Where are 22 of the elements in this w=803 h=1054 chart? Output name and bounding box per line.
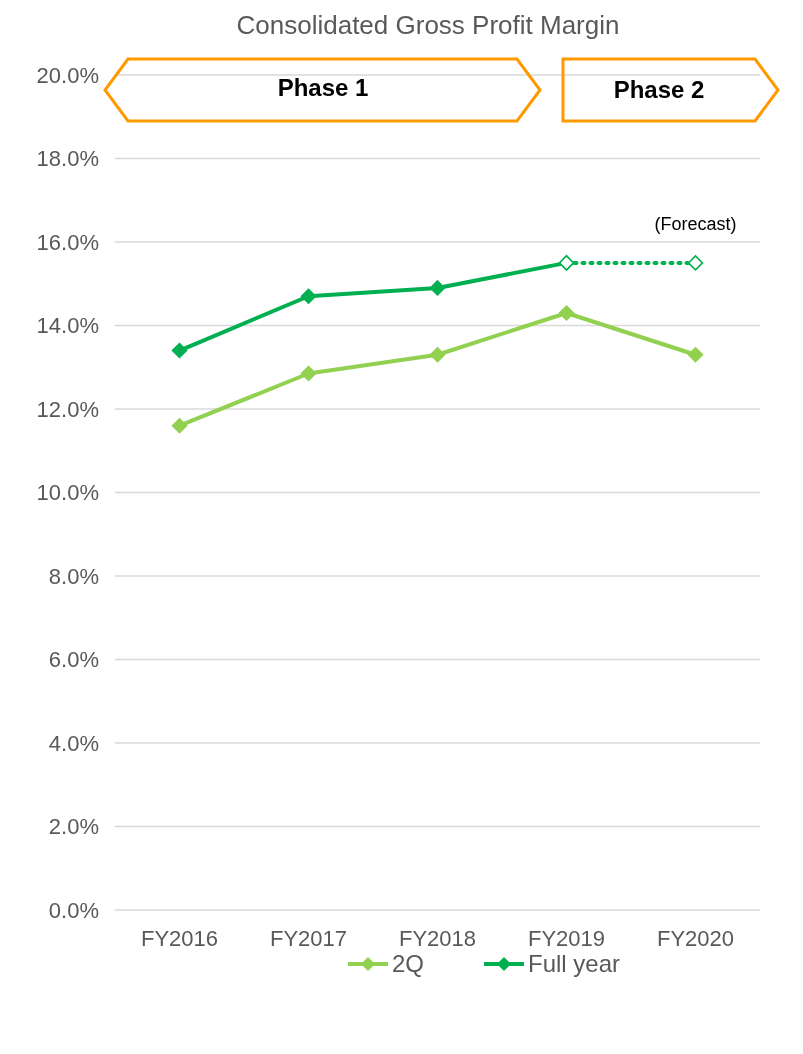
annotation: Phase 1 <box>276 74 370 102</box>
x-tick-label: FY2017 <box>269 925 348 951</box>
y-tick-label: 8.0% <box>48 563 99 589</box>
y-tick-label: 12.0% <box>36 396 99 422</box>
y-tick-label: 16.0% <box>36 229 99 255</box>
x-tick-label: FY2020 <box>656 925 735 951</box>
legend-label: Full year <box>527 950 621 978</box>
x-tick-label: FY2016 <box>140 925 219 951</box>
annotation: Phase 2 <box>612 76 706 104</box>
y-tick-label: 18.0% <box>36 146 99 172</box>
y-tick-label: 4.0% <box>48 730 99 756</box>
y-tick-label: 14.0% <box>36 313 99 339</box>
chart-title: Consolidated Gross Profit Margin <box>235 10 621 41</box>
legend-label: 2Q <box>390 950 424 978</box>
x-tick-label: FY2019 <box>527 925 606 951</box>
y-tick-label: 6.0% <box>48 647 99 673</box>
y-tick-label: 10.0% <box>36 480 99 506</box>
y-tick-label: 0.0% <box>48 897 99 923</box>
y-tick-label: 2.0% <box>48 814 99 840</box>
y-tick-label: 20.0% <box>36 62 99 88</box>
annotation: (Forecast) <box>653 214 738 236</box>
x-tick-label: FY2018 <box>398 925 477 951</box>
